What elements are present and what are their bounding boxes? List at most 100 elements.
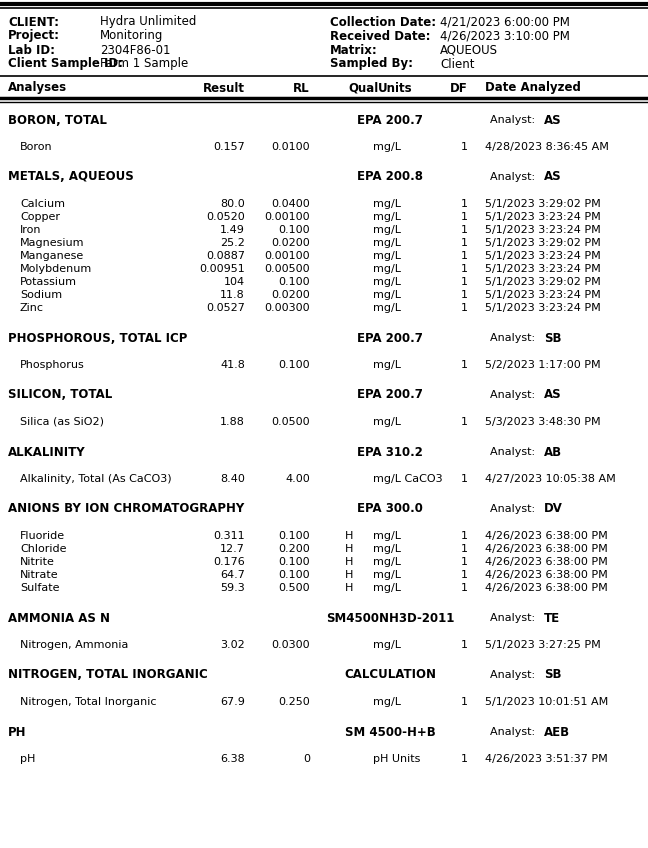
Text: 4.00: 4.00 bbox=[285, 474, 310, 484]
Text: Result: Result bbox=[203, 81, 245, 94]
Text: 5/1/2023 3:27:25 PM: 5/1/2023 3:27:25 PM bbox=[485, 640, 601, 650]
Text: Lab ID:: Lab ID: bbox=[8, 43, 55, 57]
Text: 0.100: 0.100 bbox=[279, 531, 310, 541]
Text: Matrix:: Matrix: bbox=[330, 43, 378, 57]
Text: 5/1/2023 3:23:24 PM: 5/1/2023 3:23:24 PM bbox=[485, 303, 601, 313]
Text: Analyst:: Analyst: bbox=[490, 172, 538, 182]
Text: H: H bbox=[345, 570, 353, 580]
Text: DV: DV bbox=[544, 503, 563, 516]
Text: H: H bbox=[345, 583, 353, 593]
Text: Analyst:: Analyst: bbox=[490, 333, 538, 343]
Text: AS: AS bbox=[544, 170, 562, 183]
Text: mg/L: mg/L bbox=[373, 264, 401, 274]
Text: 4/26/2023 6:38:00 PM: 4/26/2023 6:38:00 PM bbox=[485, 544, 608, 554]
Text: 6.38: 6.38 bbox=[220, 754, 245, 764]
Text: 4/27/2023 10:05:38 AM: 4/27/2023 10:05:38 AM bbox=[485, 474, 616, 484]
Text: Qual: Qual bbox=[348, 81, 378, 94]
Text: H: H bbox=[345, 544, 353, 554]
Text: mg/L: mg/L bbox=[373, 557, 401, 567]
Text: 4/26/2023 6:38:00 PM: 4/26/2023 6:38:00 PM bbox=[485, 531, 608, 541]
Text: Analyst:: Analyst: bbox=[490, 390, 538, 400]
Text: 1: 1 bbox=[461, 640, 468, 650]
Text: Received Date:: Received Date: bbox=[330, 30, 430, 42]
Text: SB: SB bbox=[544, 668, 562, 682]
Text: 1: 1 bbox=[461, 238, 468, 248]
Text: Manganese: Manganese bbox=[20, 251, 84, 261]
Text: Chloride: Chloride bbox=[20, 544, 67, 554]
Text: mg/L CaCO3: mg/L CaCO3 bbox=[373, 474, 443, 484]
Text: 0.0200: 0.0200 bbox=[272, 290, 310, 300]
Text: 1: 1 bbox=[461, 417, 468, 427]
Text: 1: 1 bbox=[461, 290, 468, 300]
Text: 5/3/2023 3:48:30 PM: 5/3/2023 3:48:30 PM bbox=[485, 417, 601, 427]
Text: Sodium: Sodium bbox=[20, 290, 62, 300]
Text: EPA 300.0: EPA 300.0 bbox=[357, 503, 423, 516]
Text: EPA 200.7: EPA 200.7 bbox=[357, 114, 423, 126]
Text: 1: 1 bbox=[461, 531, 468, 541]
Text: mg/L: mg/L bbox=[373, 570, 401, 580]
Text: Analyst:: Analyst: bbox=[490, 613, 538, 623]
Text: AS: AS bbox=[544, 114, 562, 126]
Text: Molybdenum: Molybdenum bbox=[20, 264, 92, 274]
Text: 5/2/2023 1:17:00 PM: 5/2/2023 1:17:00 PM bbox=[485, 360, 601, 370]
Text: 0: 0 bbox=[303, 754, 310, 764]
Text: 0.311: 0.311 bbox=[213, 531, 245, 541]
Text: EPA 200.7: EPA 200.7 bbox=[357, 388, 423, 401]
Text: Units: Units bbox=[378, 81, 413, 94]
Text: 12.7: 12.7 bbox=[220, 544, 245, 554]
Text: 1: 1 bbox=[461, 557, 468, 567]
Text: Copper: Copper bbox=[20, 212, 60, 222]
Text: AS: AS bbox=[544, 388, 562, 401]
Text: 0.0300: 0.0300 bbox=[272, 640, 310, 650]
Text: TE: TE bbox=[544, 611, 560, 624]
Text: AB: AB bbox=[544, 445, 562, 459]
Text: 1: 1 bbox=[461, 360, 468, 370]
Text: 5/1/2023 3:23:24 PM: 5/1/2023 3:23:24 PM bbox=[485, 290, 601, 300]
Text: mg/L: mg/L bbox=[373, 531, 401, 541]
Text: SB: SB bbox=[544, 332, 562, 344]
Text: SM 4500-H+B: SM 4500-H+B bbox=[345, 726, 435, 739]
Text: 1: 1 bbox=[461, 697, 468, 707]
Text: Phosphorus: Phosphorus bbox=[20, 360, 85, 370]
Text: Sulfate: Sulfate bbox=[20, 583, 60, 593]
Text: 0.500: 0.500 bbox=[279, 583, 310, 593]
Text: 5/1/2023 3:29:02 PM: 5/1/2023 3:29:02 PM bbox=[485, 277, 601, 287]
Text: Potassium: Potassium bbox=[20, 277, 77, 287]
Text: 0.250: 0.250 bbox=[278, 697, 310, 707]
Text: 1: 1 bbox=[461, 251, 468, 261]
Text: 104: 104 bbox=[224, 277, 245, 287]
Text: mg/L: mg/L bbox=[373, 142, 401, 152]
Text: 4/26/2023 3:51:37 PM: 4/26/2023 3:51:37 PM bbox=[485, 754, 608, 764]
Text: 0.0200: 0.0200 bbox=[272, 238, 310, 248]
Text: PHOSPHOROUS, TOTAL ICP: PHOSPHOROUS, TOTAL ICP bbox=[8, 332, 187, 344]
Text: Analyst:: Analyst: bbox=[490, 115, 538, 125]
Text: 0.176: 0.176 bbox=[213, 557, 245, 567]
Text: 0.00300: 0.00300 bbox=[264, 303, 310, 313]
Text: METALS, AQUEOUS: METALS, AQUEOUS bbox=[8, 170, 133, 183]
Text: NITROGEN, TOTAL INORGANIC: NITROGEN, TOTAL INORGANIC bbox=[8, 668, 208, 682]
Text: 41.8: 41.8 bbox=[220, 360, 245, 370]
Text: 1: 1 bbox=[461, 474, 468, 484]
Text: Analyst:: Analyst: bbox=[490, 447, 538, 457]
Text: Calcium: Calcium bbox=[20, 199, 65, 209]
Text: 1: 1 bbox=[461, 583, 468, 593]
Text: 0.0500: 0.0500 bbox=[272, 417, 310, 427]
Text: Farm 1 Sample: Farm 1 Sample bbox=[100, 58, 189, 70]
Text: EPA 200.7: EPA 200.7 bbox=[357, 332, 423, 344]
Text: 0.0100: 0.0100 bbox=[272, 142, 310, 152]
Text: mg/L: mg/L bbox=[373, 360, 401, 370]
Text: mg/L: mg/L bbox=[373, 251, 401, 261]
Text: 4/26/2023 6:38:00 PM: 4/26/2023 6:38:00 PM bbox=[485, 557, 608, 567]
Text: 4/26/2023 3:10:00 PM: 4/26/2023 3:10:00 PM bbox=[440, 30, 570, 42]
Text: CLIENT:: CLIENT: bbox=[8, 15, 59, 29]
Text: Alkalinity, Total (As CaCO3): Alkalinity, Total (As CaCO3) bbox=[20, 474, 172, 484]
Text: 0.100: 0.100 bbox=[279, 570, 310, 580]
Text: 1: 1 bbox=[461, 570, 468, 580]
Text: 1: 1 bbox=[461, 303, 468, 313]
Text: mg/L: mg/L bbox=[373, 238, 401, 248]
Text: H: H bbox=[345, 557, 353, 567]
Text: EPA 200.8: EPA 200.8 bbox=[357, 170, 423, 183]
Text: Client: Client bbox=[440, 58, 474, 70]
Text: 4/26/2023 6:38:00 PM: 4/26/2023 6:38:00 PM bbox=[485, 583, 608, 593]
Text: Hydra Unlimited: Hydra Unlimited bbox=[100, 15, 196, 29]
